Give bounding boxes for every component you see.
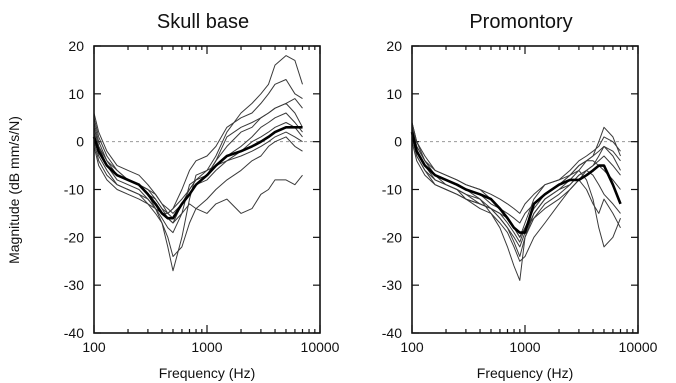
plot-frame bbox=[93, 45, 321, 334]
y-tick-label: 10 bbox=[386, 86, 402, 102]
y-tick-label: -40 bbox=[382, 325, 402, 341]
x-tick-label: 100 bbox=[400, 339, 424, 355]
y-tick-label: 20 bbox=[386, 38, 402, 54]
x-tick-label: 10000 bbox=[301, 339, 340, 355]
y-tick-label: 0 bbox=[394, 134, 402, 150]
individual-response-line bbox=[411, 122, 621, 281]
mean-response-line bbox=[92, 126, 303, 220]
panel-title-skull-base: Skull base bbox=[157, 11, 249, 33]
y-axis-label: Magnitude (dB mm/s/N) bbox=[6, 116, 22, 264]
y-tick-label: -40 bbox=[64, 325, 84, 341]
plot-area-skull-base: 100 1000 10000 -40 -30 -20 -10 0 10 20 bbox=[64, 38, 340, 355]
y-tick-label: -30 bbox=[382, 277, 402, 293]
individual-response-line bbox=[411, 136, 621, 262]
individual-response-line bbox=[93, 122, 303, 219]
mean-response-line bbox=[410, 131, 622, 234]
y-tick-label: -20 bbox=[64, 229, 84, 245]
individual-response-line bbox=[93, 102, 303, 234]
individual-response-line bbox=[411, 122, 621, 248]
panel-promontory: Promontory 100 1000 10000 -40 -30 -20 -10 0 10 20… bbox=[382, 11, 658, 381]
individual-response-line bbox=[93, 98, 303, 214]
plot-area-promontory: 100 1000 10000 -40 -30 -20 -10 0 10 20 bbox=[382, 38, 658, 355]
x-axis-label-skull-base: Frequency (Hz) bbox=[159, 365, 255, 381]
panel-skull-base: Skull base 100 1000 10000 -40 -30 -20 -10 0 10 20… bbox=[64, 11, 340, 381]
y-tick-label: -30 bbox=[64, 277, 84, 293]
individual-response-line bbox=[411, 131, 621, 257]
individual-response-line bbox=[411, 141, 621, 238]
x-tick-label: 100 bbox=[82, 339, 106, 355]
individual-response-line bbox=[93, 79, 303, 214]
x-tick-label: 10000 bbox=[619, 339, 658, 355]
x-axis-label-promontory: Frequency (Hz) bbox=[477, 365, 573, 381]
y-tick-label: 20 bbox=[68, 38, 84, 54]
panel-title-promontory: Promontory bbox=[469, 11, 572, 33]
y-tick-label: 0 bbox=[76, 134, 84, 150]
individual-response-line bbox=[93, 55, 303, 272]
plot-frame bbox=[411, 45, 639, 334]
individual-response-line bbox=[93, 136, 303, 257]
y-tick-label: -20 bbox=[382, 229, 402, 245]
y-tick-label: 10 bbox=[68, 86, 84, 102]
y-tick-label: -10 bbox=[64, 182, 84, 198]
x-tick-label: 1000 bbox=[191, 339, 222, 355]
y-tick-label: -10 bbox=[382, 182, 402, 198]
individual-response-line bbox=[93, 131, 303, 214]
x-tick-label: 1000 bbox=[509, 339, 540, 355]
